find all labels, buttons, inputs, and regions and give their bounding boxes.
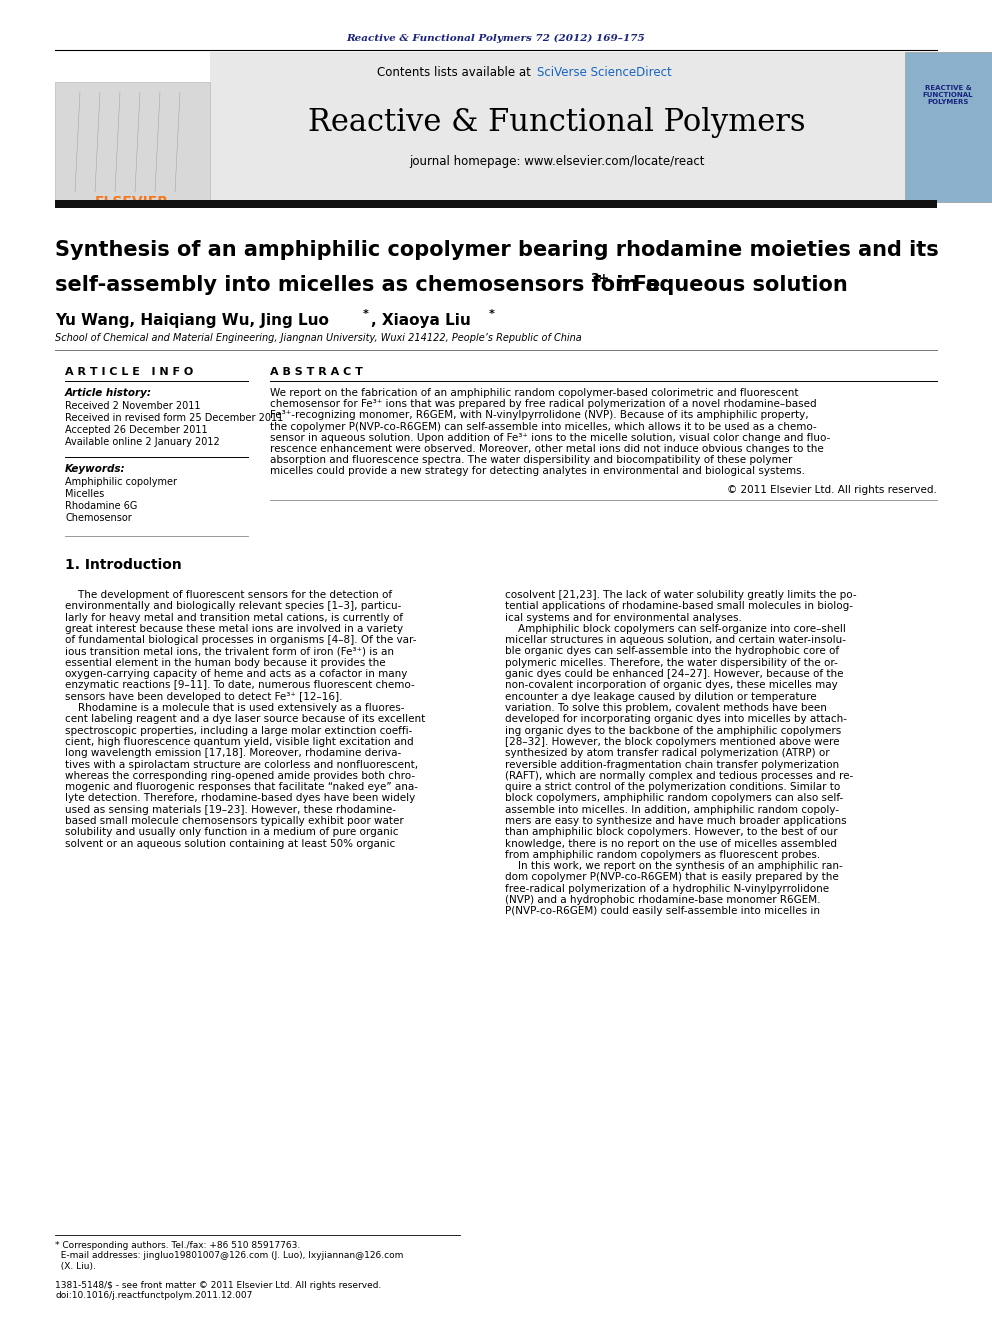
Text: Fe³⁺-recognizing monomer, R6GEM, with N-vinylpyrrolidone (NVP). Because of its a: Fe³⁺-recognizing monomer, R6GEM, with N-… <box>270 410 808 421</box>
Text: solvent or an aqueous solution containing at least 50% organic: solvent or an aqueous solution containin… <box>65 839 395 848</box>
Text: tential applications of rhodamine-based small molecules in biolog-: tential applications of rhodamine-based … <box>505 601 853 611</box>
Text: P(NVP-co-R6GEM) could easily self-assemble into micelles in: P(NVP-co-R6GEM) could easily self-assemb… <box>505 906 820 917</box>
Text: from amphiphilic random copolymers as fluorescent probes.: from amphiphilic random copolymers as fl… <box>505 849 820 860</box>
Text: 1. Introduction: 1. Introduction <box>65 558 182 572</box>
Text: micellar structures in aqueous solution, and certain water-insolu-: micellar structures in aqueous solution,… <box>505 635 846 646</box>
Text: * Corresponding authors. Tel./fax: +86 510 85917763.: * Corresponding authors. Tel./fax: +86 5… <box>55 1241 301 1250</box>
Text: enzymatic reactions [9–11]. To date, numerous fluorescent chemo-: enzymatic reactions [9–11]. To date, num… <box>65 680 415 691</box>
Text: knowledge, there is no report on the use of micelles assembled: knowledge, there is no report on the use… <box>505 839 837 848</box>
Text: (NVP) and a hydrophobic rhodamine-base monomer R6GEM.: (NVP) and a hydrophobic rhodamine-base m… <box>505 896 820 905</box>
Text: We report on the fabrication of an amphiphilic random copolymer-based colorimetr: We report on the fabrication of an amphi… <box>270 388 799 398</box>
Bar <box>210 52 905 202</box>
Text: non-covalent incorporation of organic dyes, these micelles may: non-covalent incorporation of organic dy… <box>505 680 838 691</box>
Text: [28–32]. However, the block copolymers mentioned above were: [28–32]. However, the block copolymers m… <box>505 737 839 747</box>
Text: ing organic dyes to the backbone of the amphiphilic copolymers: ing organic dyes to the backbone of the … <box>505 725 841 736</box>
Text: Chemosensor: Chemosensor <box>65 513 132 523</box>
Text: tives with a spirolactam structure are colorless and nonfluorescent,: tives with a spirolactam structure are c… <box>65 759 418 770</box>
Bar <box>55 82 210 202</box>
Text: absorption and fluorescence spectra. The water dispersibility and biocompatibili: absorption and fluorescence spectra. The… <box>270 455 793 466</box>
Text: based small molecule chemosensors typically exhibit poor water: based small molecule chemosensors typica… <box>65 816 404 826</box>
Text: Rhodamine is a molecule that is used extensively as a fluores-: Rhodamine is a molecule that is used ext… <box>65 703 405 713</box>
Text: than amphiphilic block copolymers. However, to the best of our: than amphiphilic block copolymers. Howev… <box>505 827 837 837</box>
Text: larly for heavy metal and transition metal cations, is currently of: larly for heavy metal and transition met… <box>65 613 403 623</box>
Text: ELSEVIER: ELSEVIER <box>95 194 169 209</box>
Text: ganic dyes could be enhanced [24–27]. However, because of the: ganic dyes could be enhanced [24–27]. Ho… <box>505 669 843 679</box>
Text: used as sensing materials [19–23]. However, these rhodamine-: used as sensing materials [19–23]. Howev… <box>65 804 396 815</box>
Text: E-mail addresses: jingluo19801007@126.com (J. Luo), lxyjiannan@126.com: E-mail addresses: jingluo19801007@126.co… <box>55 1252 404 1261</box>
Text: long wavelength emission [17,18]. Moreover, rhodamine deriva-: long wavelength emission [17,18]. Moreov… <box>65 749 401 758</box>
Text: The development of fluorescent sensors for the detection of: The development of fluorescent sensors f… <box>65 590 392 601</box>
Text: (X. Liu).: (X. Liu). <box>55 1262 96 1270</box>
Bar <box>55 200 937 208</box>
Text: A B S T R A C T: A B S T R A C T <box>270 366 363 377</box>
Text: Keywords:: Keywords: <box>65 464 126 474</box>
Text: rescence enhancement were observed. Moreover, other metal ions did not induce ob: rescence enhancement were observed. More… <box>270 445 823 454</box>
Text: A R T I C L E   I N F O: A R T I C L E I N F O <box>65 366 193 377</box>
Text: © 2011 Elsevier Ltd. All rights reserved.: © 2011 Elsevier Ltd. All rights reserved… <box>727 486 937 495</box>
Text: Synthesis of an amphiphilic copolymer bearing rhodamine moieties and its: Synthesis of an amphiphilic copolymer be… <box>55 239 938 261</box>
Text: essential element in the human body because it provides the: essential element in the human body beca… <box>65 658 386 668</box>
Text: solubility and usually only function in a medium of pure organic: solubility and usually only function in … <box>65 827 399 837</box>
Text: quire a strict control of the polymerization conditions. Similar to: quire a strict control of the polymeriza… <box>505 782 840 792</box>
Text: block copolymers, amphiphilic random copolymers can also self-: block copolymers, amphiphilic random cop… <box>505 794 843 803</box>
Text: Available online 2 January 2012: Available online 2 January 2012 <box>65 437 220 447</box>
Text: (RAFT), which are normally complex and tedious processes and re-: (RAFT), which are normally complex and t… <box>505 771 853 781</box>
Text: 1381-5148/$ - see front matter © 2011 Elsevier Ltd. All rights reserved.: 1381-5148/$ - see front matter © 2011 El… <box>55 1281 381 1290</box>
Text: cent labeling reagent and a dye laser source because of its excellent: cent labeling reagent and a dye laser so… <box>65 714 426 724</box>
Text: mogenic and fluorogenic responses that facilitate “naked eye” ana-: mogenic and fluorogenic responses that f… <box>65 782 418 792</box>
Text: Yu Wang, Haiqiang Wu, Jing Luo: Yu Wang, Haiqiang Wu, Jing Luo <box>55 312 329 328</box>
Text: ble organic dyes can self-assemble into the hydrophobic core of: ble organic dyes can self-assemble into … <box>505 647 839 656</box>
Text: whereas the corresponding ring-opened amide provides both chro-: whereas the corresponding ring-opened am… <box>65 771 415 781</box>
Text: Article history:: Article history: <box>65 388 152 398</box>
Text: in aqueous solution: in aqueous solution <box>609 275 848 295</box>
Text: mers are easy to synthesize and have much broader applications: mers are easy to synthesize and have muc… <box>505 816 846 826</box>
Text: chemosensor for Fe³⁺ ions that was prepared by free radical polymerization of a : chemosensor for Fe³⁺ ions that was prepa… <box>270 400 816 409</box>
Text: the copolymer P(NVP-co-R6GEM) can self-assemble into micelles, which allows it t: the copolymer P(NVP-co-R6GEM) can self-a… <box>270 422 816 431</box>
Text: doi:10.1016/j.reactfunctpolym.2011.12.007: doi:10.1016/j.reactfunctpolym.2011.12.00… <box>55 1291 252 1301</box>
Text: of fundamental biological processes in organisms [4–8]. Of the var-: of fundamental biological processes in o… <box>65 635 417 646</box>
Text: encounter a dye leakage caused by dilution or temperature: encounter a dye leakage caused by diluti… <box>505 692 816 701</box>
Text: *: * <box>363 310 369 319</box>
Text: variation. To solve this problem, covalent methods have been: variation. To solve this problem, covale… <box>505 703 827 713</box>
Text: micelles could provide a new strategy for detecting analytes in environmental an: micelles could provide a new strategy fo… <box>270 467 805 476</box>
Text: sensor in aqueous solution. Upon addition of Fe³⁺ ions to the micelle solution, : sensor in aqueous solution. Upon additio… <box>270 433 830 443</box>
Text: Accepted 26 December 2011: Accepted 26 December 2011 <box>65 425 207 435</box>
Text: ious transition metal ions, the trivalent form of iron (Fe³⁺) is an: ious transition metal ions, the trivalen… <box>65 647 394 656</box>
Text: Micelles: Micelles <box>65 490 104 499</box>
Text: In this work, we report on the synthesis of an amphiphilic ran-: In this work, we report on the synthesis… <box>505 861 843 872</box>
Text: assemble into micelles. In addition, amphiphilic random copoly-: assemble into micelles. In addition, amp… <box>505 804 839 815</box>
Text: School of Chemical and Material Engineering, Jiangnan University, Wuxi 214122, P: School of Chemical and Material Engineer… <box>55 333 581 343</box>
Text: Reactive & Functional Polymers 72 (2012) 169–175: Reactive & Functional Polymers 72 (2012)… <box>346 33 646 42</box>
Text: journal homepage: www.elsevier.com/locate/react: journal homepage: www.elsevier.com/locat… <box>410 156 704 168</box>
Text: dom copolymer P(NVP-co-R6GEM) that is easily prepared by the: dom copolymer P(NVP-co-R6GEM) that is ea… <box>505 872 839 882</box>
Text: , Xiaoya Liu: , Xiaoya Liu <box>371 312 471 328</box>
Text: SciVerse ScienceDirect: SciVerse ScienceDirect <box>537 66 672 78</box>
Text: Contents lists available at: Contents lists available at <box>377 66 535 78</box>
Text: cosolvent [21,23]. The lack of water solubility greatly limits the po-: cosolvent [21,23]. The lack of water sol… <box>505 590 857 601</box>
Text: Rhodamine 6G: Rhodamine 6G <box>65 501 137 511</box>
Text: developed for incorporating organic dyes into micelles by attach-: developed for incorporating organic dyes… <box>505 714 847 724</box>
Text: 3+: 3+ <box>590 271 609 284</box>
Text: REACTIVE &
FUNCTIONAL
POLYMERS: REACTIVE & FUNCTIONAL POLYMERS <box>923 85 973 105</box>
Text: Received 2 November 2011: Received 2 November 2011 <box>65 401 200 411</box>
Text: sensors have been developed to detect Fe³⁺ [12–16].: sensors have been developed to detect Fe… <box>65 692 342 701</box>
Text: Reactive & Functional Polymers: Reactive & Functional Polymers <box>309 106 806 138</box>
Text: synthesized by atom transfer radical polymerization (ATRP) or: synthesized by atom transfer radical pol… <box>505 749 829 758</box>
Text: Amphiphilic copolymer: Amphiphilic copolymer <box>65 478 177 487</box>
Text: cient, high fluorescence quantum yield, visible light excitation and: cient, high fluorescence quantum yield, … <box>65 737 414 747</box>
Text: Amphiphilic block copolymers can self-organize into core–shell: Amphiphilic block copolymers can self-or… <box>505 624 846 634</box>
Text: reversible addition-fragmentation chain transfer polymerization: reversible addition-fragmentation chain … <box>505 759 839 770</box>
Text: great interest because these metal ions are involved in a variety: great interest because these metal ions … <box>65 624 403 634</box>
Text: polymeric micelles. Therefore, the water dispersibility of the or-: polymeric micelles. Therefore, the water… <box>505 658 838 668</box>
Text: lyte detection. Therefore, rhodamine-based dyes have been widely: lyte detection. Therefore, rhodamine-bas… <box>65 794 416 803</box>
Text: *: * <box>489 310 495 319</box>
Text: free-radical polymerization of a hydrophilic N-vinylpyrrolidone: free-radical polymerization of a hydroph… <box>505 884 829 894</box>
Text: environmentally and biologically relevant species [1–3], particu-: environmentally and biologically relevan… <box>65 601 402 611</box>
Text: self-assembly into micelles as chemosensors for Fe: self-assembly into micelles as chemosens… <box>55 275 661 295</box>
Text: spectroscopic properties, including a large molar extinction coeffi-: spectroscopic properties, including a la… <box>65 725 413 736</box>
Text: ical systems and for environmental analyses.: ical systems and for environmental analy… <box>505 613 742 623</box>
Bar <box>905 52 992 202</box>
Text: oxygen-carrying capacity of heme and acts as a cofactor in many: oxygen-carrying capacity of heme and act… <box>65 669 408 679</box>
Text: Received in revised form 25 December 2011: Received in revised form 25 December 201… <box>65 413 284 423</box>
